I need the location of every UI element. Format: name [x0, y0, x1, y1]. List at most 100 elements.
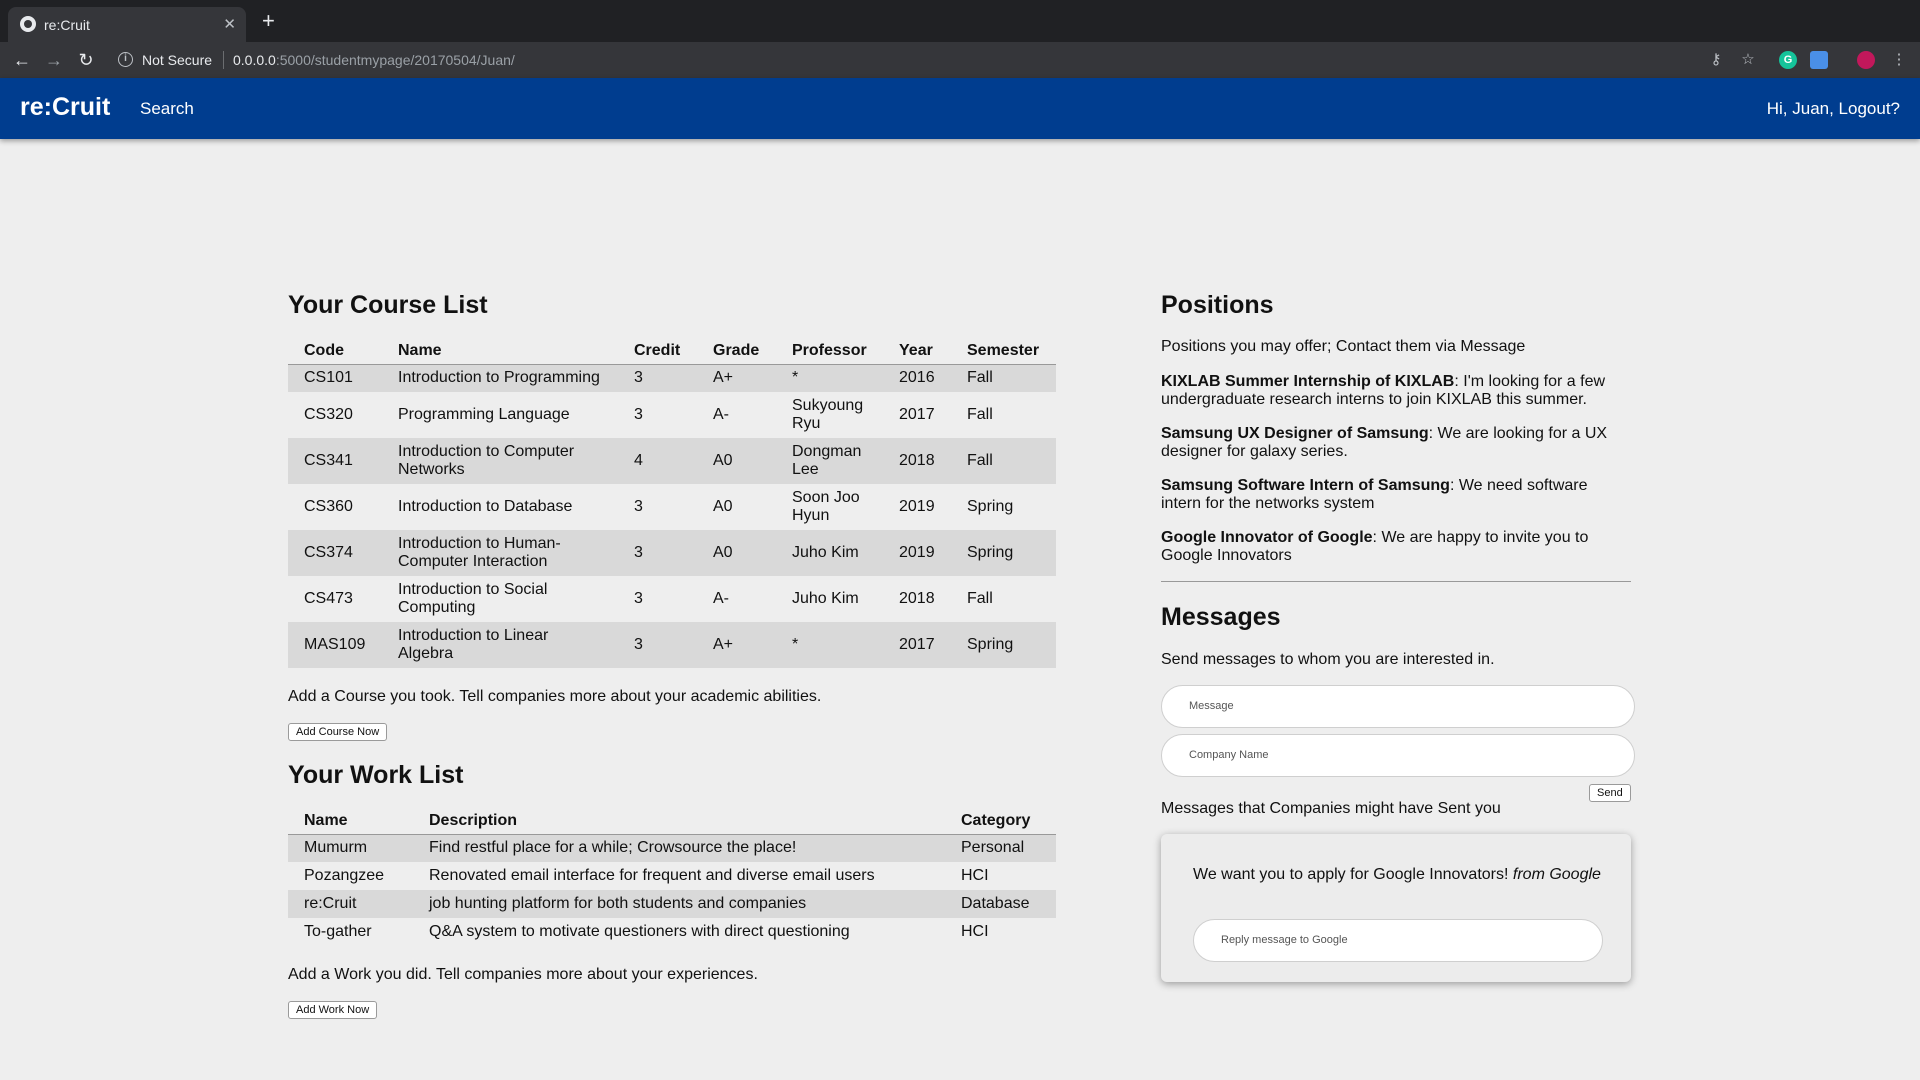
forward-icon[interactable]: →: [45, 50, 63, 70]
position-description: : We need software intern for the networ…: [1161, 477, 1588, 512]
company-name-input[interactable]: Company Name: [1161, 734, 1635, 777]
browser-tab[interactable]: re:Cruit ✕: [8, 7, 246, 42]
course-cell: MAS109: [288, 622, 382, 668]
info-icon[interactable]: i: [118, 52, 133, 67]
message-input[interactable]: Message: [1161, 685, 1635, 728]
app-navbar: re:Cruit Search Hi, Juan, Logout?: [0, 78, 1920, 139]
course-column-header: Credit: [618, 336, 697, 365]
work-column-header: Category: [945, 806, 1056, 835]
course-row: MAS109 Introduction to Linear Algebra 3 A+ *…: [288, 622, 1056, 668]
course-list-title: Your Course List: [288, 291, 488, 319]
message-card: We want you to apply for Google Innovato…: [1161, 834, 1631, 982]
course-cell: A-: [713, 406, 729, 423]
work-table-header: Name Description Category: [288, 806, 1056, 835]
work-cell: HCI: [961, 923, 989, 940]
course-row: CS341 Introduction to Computer Networks 4 A…: [288, 438, 1056, 484]
add-course-button[interactable]: Add Course Now: [288, 723, 388, 741]
browser-toolbar: ← → ↻ i Not Secure 0.0.0.0:5000/studentm…: [0, 42, 1920, 78]
reply-input[interactable]: Reply message to Google: [1193, 919, 1603, 962]
course-cell: Introduction to Human-Computer Interacti…: [382, 530, 618, 576]
message-text: We want you to apply for Google Innovato…: [1193, 866, 1613, 884]
course-cell: CS341: [288, 438, 382, 484]
course-cell: Fall: [967, 406, 993, 423]
course-cell: 2018: [883, 438, 951, 484]
course-cell: *: [776, 364, 883, 392]
received-messages-label: Messages that Companies might have Sent …: [1161, 800, 1501, 817]
course-cell: 2019: [883, 530, 951, 576]
address-bar[interactable]: i Not Secure 0.0.0.0:5000/studentmypage/…: [110, 46, 1710, 74]
position-item[interactable]: Samsung UX Designer of Samsung: We are l…: [1161, 425, 1631, 461]
message-sender: from Google: [1512, 866, 1601, 883]
work-cell: To-gather: [304, 923, 372, 940]
send-button[interactable]: Send: [1589, 784, 1631, 802]
work-column-header: Name: [288, 806, 413, 835]
course-cell: 3: [618, 622, 697, 668]
course-row: CS473 Introduction to Social Computing 3 A-…: [288, 576, 1056, 622]
extension-icon[interactable]: [1810, 51, 1828, 69]
globe-icon: [20, 16, 36, 32]
course-cell: Fall: [951, 438, 1056, 484]
position-name: KIXLAB Summer Internship of KIXLAB: [1161, 373, 1455, 390]
reload-icon[interactable]: ↻: [78, 50, 94, 70]
profile-avatar-icon[interactable]: [1857, 51, 1875, 69]
browser-tab-bar: re:Cruit ✕ +: [0, 0, 1920, 42]
course-row: CS360 Introduction to Database 3 A0 Soon Joo…: [288, 484, 1056, 530]
position-item[interactable]: Google Innovator of Google: We are happy…: [1161, 529, 1631, 565]
close-tab-icon[interactable]: ✕: [223, 16, 236, 33]
work-row: re:Cruit job hunting platform for both st…: [288, 890, 1056, 918]
work-cell: Personal: [945, 834, 1056, 862]
course-cell: Programming Language: [398, 406, 570, 423]
course-column-header: Semester: [951, 336, 1056, 365]
position-description: : I'm looking for a few undergraduate re…: [1161, 373, 1606, 408]
position-name: Google Innovator of Google: [1161, 529, 1373, 546]
new-tab-button[interactable]: +: [262, 8, 275, 33]
url-path: :5000/studentmypage/20170504/Juan/: [275, 52, 515, 68]
work-cell: Q&A system to motivate questioners with …: [429, 923, 850, 940]
work-row: To-gather Q&A system to motivate question…: [288, 918, 1056, 946]
course-cell: A+: [697, 364, 776, 392]
security-label: Not Secure: [142, 52, 213, 68]
course-cell: 2017: [899, 406, 935, 423]
messages-title: Messages: [1161, 603, 1281, 631]
course-cell: 3: [618, 364, 697, 392]
tab-title: re:Cruit: [44, 17, 90, 33]
key-icon[interactable]: ⚷: [1710, 51, 1722, 68]
position-name: Samsung UX Designer of Samsung: [1161, 425, 1429, 442]
course-column-header: Year: [883, 336, 951, 365]
course-cell: Introduction to Computer Networks: [382, 438, 618, 484]
course-cell: Juho Kim: [776, 530, 883, 576]
course-cell: Introduction to Database: [398, 498, 573, 515]
course-cell: Sukyoung Ryu: [792, 397, 864, 432]
position-description: : We are looking for a UX designer for g…: [1161, 425, 1608, 460]
course-cell: A-: [713, 590, 729, 607]
add-work-button[interactable]: Add Work Now: [288, 1001, 378, 1019]
course-cell: Fall: [967, 590, 993, 607]
star-icon[interactable]: ☆: [1741, 51, 1755, 68]
position-description: : We are happy to invite you to Google I…: [1161, 529, 1589, 564]
logout-link[interactable]: Hi, Juan, Logout?: [1766, 99, 1900, 118]
course-cell: 4: [618, 438, 697, 484]
course-table-header: Code Name Credit Grade Professor Year Semester: [288, 336, 1056, 365]
back-icon[interactable]: ←: [13, 50, 31, 70]
work-cell: job hunting platform for both students a…: [413, 890, 945, 918]
course-cell: Introduction to Linear Algebra: [382, 622, 618, 668]
position-name: Samsung Software Intern of Samsung: [1161, 477, 1450, 494]
course-cell: 2018: [899, 590, 935, 607]
work-row: Pozangzee Renovated email interface for f…: [288, 862, 1056, 890]
search-link[interactable]: Search: [140, 99, 194, 118]
course-row: CS320 Programming Language 3 A- Sukyoung Ryu…: [288, 392, 1056, 438]
message-body: We want you to apply for Google Innovato…: [1193, 866, 1509, 883]
work-cell: Find restful place for a while; Crowsour…: [413, 834, 945, 862]
brand-logo[interactable]: re:Cruit: [20, 93, 111, 121]
course-column-header: Name: [382, 336, 618, 365]
course-table: Code Name Credit Grade Professor Year Semester…: [288, 336, 1056, 668]
messages-intro: Send messages to whom you are interested…: [1161, 651, 1495, 668]
menu-icon[interactable]: ⋮: [1891, 51, 1907, 68]
grammarly-extension-icon[interactable]: G: [1779, 51, 1797, 69]
position-item[interactable]: KIXLAB Summer Internship of KIXLAB: I'm …: [1161, 373, 1631, 409]
work-cell: Pozangzee: [304, 867, 385, 884]
add-work-text: Add a Work you did. Tell companies more …: [288, 966, 758, 983]
position-item[interactable]: Samsung Software Intern of Samsung: We n…: [1161, 477, 1631, 513]
course-cell: Spring: [967, 498, 1014, 515]
work-cell: Mumurm: [288, 834, 413, 862]
